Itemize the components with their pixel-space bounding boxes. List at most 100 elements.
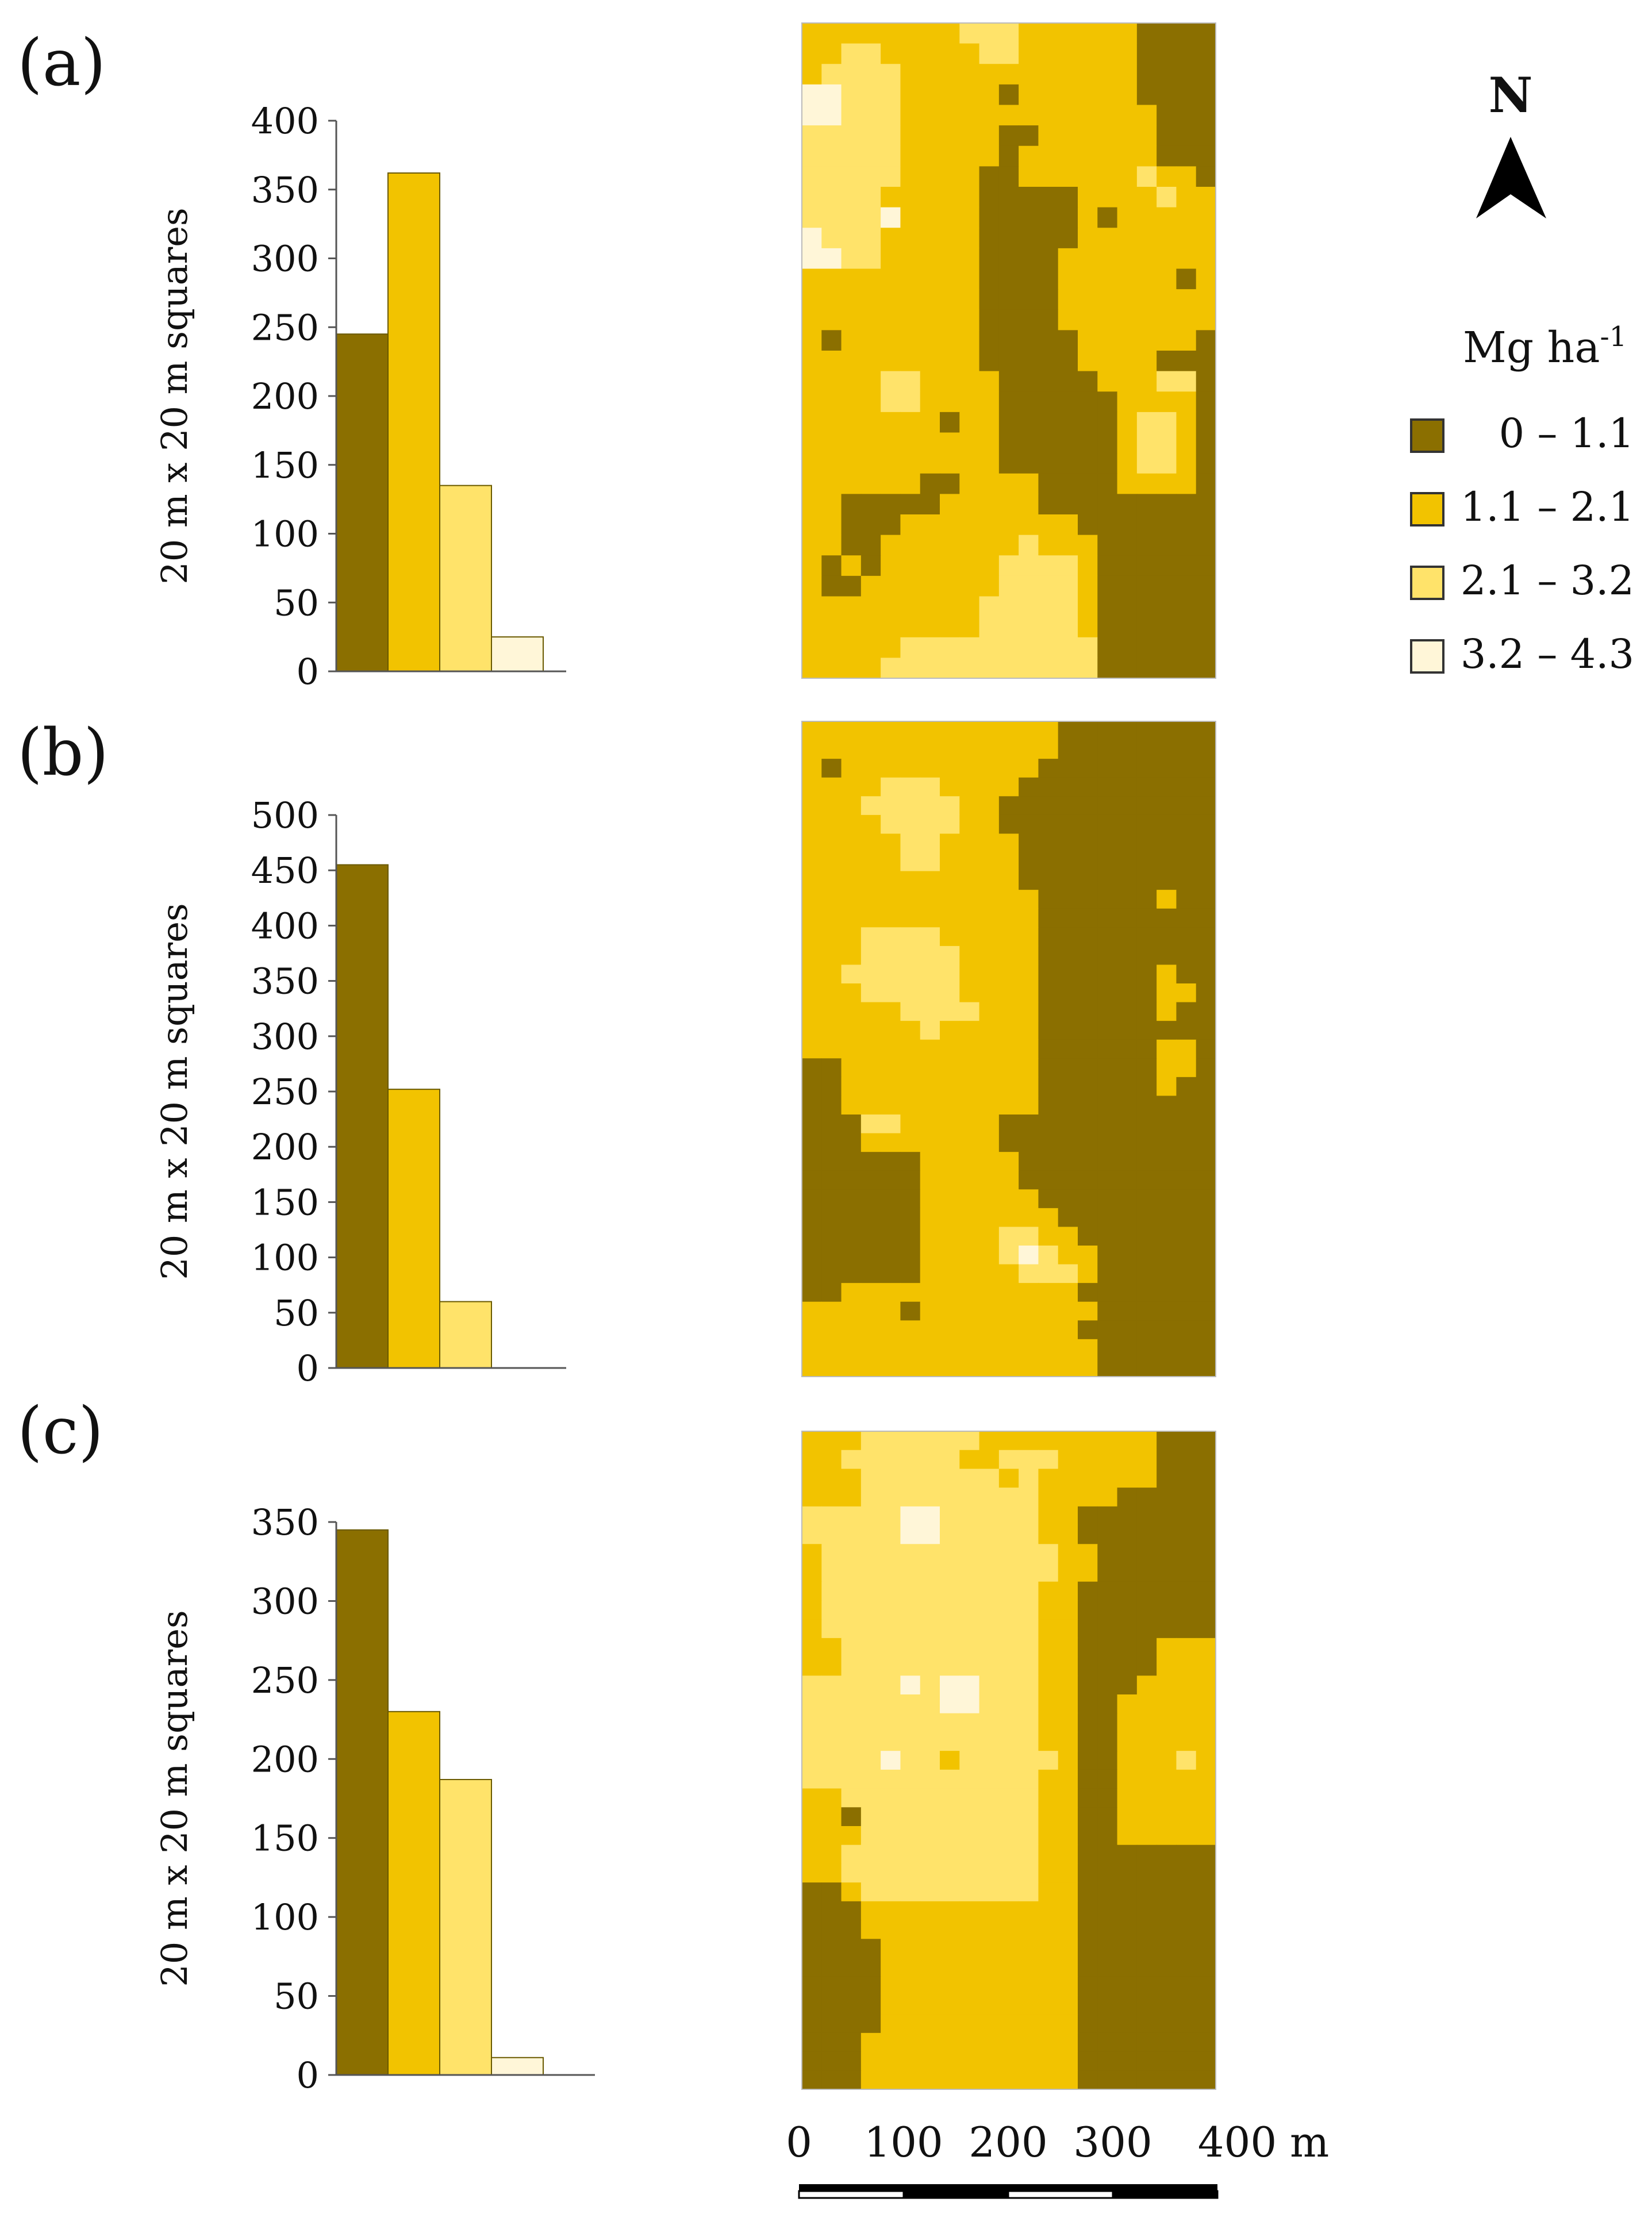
map-cell [821, 1958, 842, 1977]
map-cell [841, 494, 862, 515]
scale-segment-top [799, 2184, 904, 2191]
map-cell [1196, 637, 1216, 658]
map-cell [821, 2051, 842, 2071]
map-cell [1038, 637, 1059, 658]
map-cell [1176, 1358, 1197, 1377]
map-cell [1136, 1732, 1157, 1751]
map-cell [1097, 1021, 1118, 1040]
map-cell [841, 1581, 862, 1601]
map-cell [1176, 371, 1197, 392]
map-cell [841, 1058, 862, 1078]
map-cell [1058, 1133, 1078, 1152]
map-cell [1058, 1788, 1078, 1808]
map-cell [940, 125, 960, 147]
map-cell [821, 1208, 842, 1228]
map-cell [1019, 473, 1039, 494]
map-a [801, 22, 1216, 679]
map-cell [1117, 166, 1138, 187]
map-cell [979, 1863, 1000, 1883]
map-cell [920, 1638, 940, 1658]
map-cell [1176, 1807, 1197, 1827]
map-cell [998, 658, 1019, 679]
map-cell [900, 412, 921, 433]
map-cell [959, 1320, 980, 1340]
map-cell [900, 964, 921, 984]
map-cell [1078, 1283, 1098, 1302]
map-cell [1019, 391, 1039, 413]
map-cell [900, 1995, 921, 2015]
map-cell [1117, 1246, 1138, 1265]
map-cell [1117, 871, 1138, 890]
map-cell [841, 1021, 862, 1040]
map-cell [1157, 1807, 1177, 1827]
map-cell [979, 43, 1000, 64]
map-cell [979, 1769, 1000, 1789]
map-cell [1117, 268, 1138, 290]
map-cell [1078, 1114, 1098, 1134]
map-cell [920, 1939, 940, 1958]
map-cell [1019, 575, 1039, 597]
map-cell [1176, 1096, 1197, 1115]
map-cell [802, 371, 822, 392]
map-cell [1058, 964, 1078, 984]
map-cell [998, 1002, 1019, 1021]
map-cell [1157, 1581, 1177, 1601]
map-cell [1176, 852, 1197, 872]
map-cell [1019, 833, 1039, 853]
map-cell [841, 23, 862, 44]
map-cell [1097, 1882, 1118, 1902]
y-tick-label: 150 [251, 444, 319, 486]
map-cell [1058, 617, 1078, 638]
map-cell [860, 1525, 881, 1544]
map-cell [959, 514, 980, 536]
map-cell [1136, 964, 1157, 984]
map-cell [1117, 1114, 1138, 1134]
bar-1 [336, 1529, 389, 2076]
map-cell [1196, 1506, 1216, 1526]
map-cell [920, 43, 940, 64]
map-cell [959, 1283, 980, 1302]
map-cell [881, 1058, 901, 1078]
map-cell [860, 1882, 881, 1902]
map-cell [1038, 1619, 1059, 1639]
map-cell [1196, 494, 1216, 515]
map-cell [979, 1995, 1000, 2015]
map-cell [1117, 1450, 1138, 1470]
map-cell [1038, 1283, 1059, 1302]
map-cell [1136, 1227, 1157, 1246]
map-cell [881, 1863, 901, 1883]
map-cell [1196, 1283, 1216, 1302]
map-cell [998, 1563, 1019, 1582]
map-cell [1038, 228, 1059, 249]
map-cell [821, 1751, 842, 1770]
map-cell [1078, 964, 1098, 984]
map-cell [920, 1301, 940, 1321]
map-cell [802, 1619, 822, 1639]
map-cell [1196, 1675, 1216, 1695]
y-tick-label: 350 [251, 1501, 319, 1543]
map-cell [841, 740, 862, 759]
map-cell [1058, 1600, 1078, 1620]
map-cell [1196, 1844, 1216, 1865]
map-cell [959, 1170, 980, 1190]
map-cell [959, 187, 980, 208]
map-cell [1078, 84, 1098, 106]
map-cell [959, 1769, 980, 1789]
map-cell [841, 1246, 862, 1265]
map-cell [900, 1958, 921, 1977]
map-cell [1078, 1189, 1098, 1209]
map-cell [1157, 1901, 1177, 1921]
map-cell [979, 814, 1000, 835]
map-cell [860, 64, 881, 85]
map-cell [1058, 1114, 1078, 1134]
map-cell [881, 1807, 901, 1827]
map-cell [998, 617, 1019, 638]
map-cell [860, 23, 881, 44]
map-cell [1097, 1450, 1118, 1470]
map-cell [1117, 2051, 1138, 2071]
map-cell [1136, 2032, 1157, 2053]
map-cell [802, 1976, 822, 1996]
map-cell [959, 1675, 980, 1695]
map-cell [900, 1976, 921, 1996]
map-cell [860, 125, 881, 147]
